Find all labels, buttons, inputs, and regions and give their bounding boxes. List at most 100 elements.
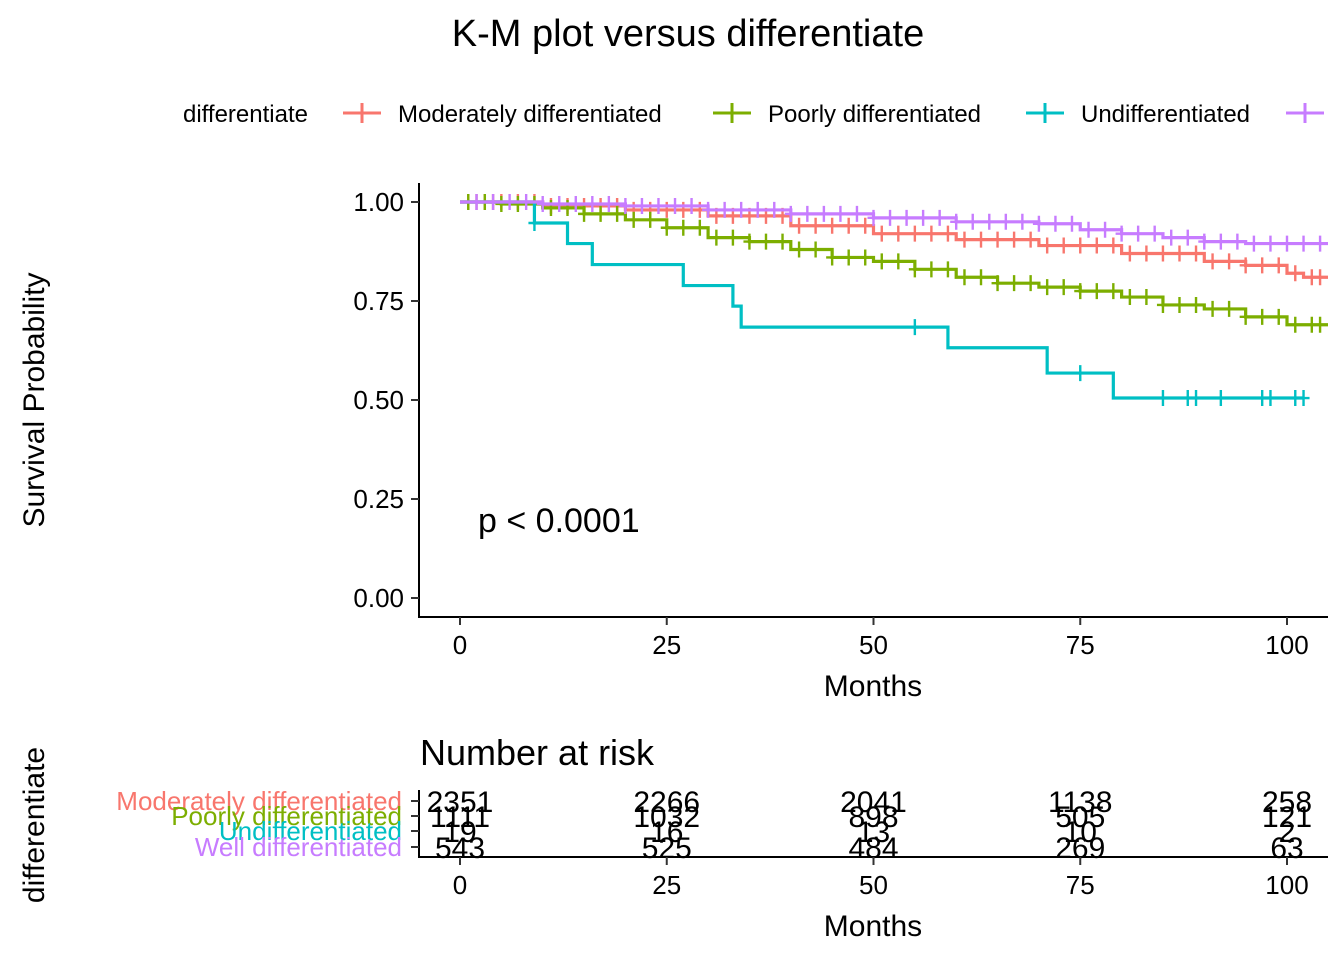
censor-mark [751, 201, 764, 218]
censor-mark [1165, 229, 1178, 246]
censor-mark [850, 205, 863, 222]
censor-mark [917, 209, 930, 226]
censor-mark [718, 201, 731, 218]
censor-mark [619, 197, 632, 214]
legend-key [713, 103, 751, 123]
y-tick-label: 0.25 [353, 484, 404, 514]
legend-title: differentiate [183, 101, 308, 128]
censor-mark [635, 197, 648, 214]
censor-mark [1314, 235, 1327, 252]
censor-mark [1181, 229, 1194, 246]
risk-x-axis-label: Months [824, 910, 922, 943]
y-tick-label: 0.00 [353, 583, 404, 613]
y-tick-label: 0.50 [353, 385, 404, 415]
censor-mark [1148, 225, 1161, 242]
censor-mark [1041, 279, 1054, 296]
censor-mark [487, 194, 500, 210]
censor-mark [1057, 279, 1070, 296]
legend: Moderately differentiated Poorly differen… [343, 101, 1324, 128]
censor-mark [495, 195, 508, 212]
censor-mark [1173, 245, 1186, 262]
y-tick-label: 0.75 [353, 286, 404, 316]
risk-count: 2266 [633, 786, 700, 819]
censor-mark [884, 209, 897, 226]
censor-mark [669, 197, 682, 214]
censor-mark [536, 195, 549, 212]
censor-mark [735, 201, 748, 218]
censor-mark [743, 233, 756, 250]
censor-mark [1024, 231, 1037, 248]
censor-mark [859, 217, 872, 234]
risk-x-tick-label: 50 [859, 870, 888, 900]
censor-mark [1206, 300, 1219, 317]
censor-mark [925, 261, 938, 278]
censor-mark [875, 253, 888, 270]
censor-mark [1008, 275, 1021, 292]
censor-mark [1123, 245, 1136, 262]
censor-mark [561, 199, 574, 216]
censor-mark [975, 231, 988, 248]
x-tick-label: 100 [1265, 630, 1308, 660]
censor-mark [809, 217, 822, 234]
risk-count: 258 [1262, 786, 1312, 819]
censor-mark [1016, 213, 1029, 230]
censor-mark [1223, 253, 1236, 270]
censor-mark [1272, 257, 1285, 274]
censor-mark [1082, 221, 1095, 238]
risk-x-tick-label: 25 [652, 870, 681, 900]
x-tick-label: 50 [859, 630, 888, 660]
censor-mark [1024, 275, 1037, 292]
censor-mark [1231, 233, 1244, 250]
risk-table-title: Number at risk [420, 732, 655, 773]
censor-mark [644, 211, 657, 228]
censor-mark [503, 194, 516, 210]
censor-mark [1041, 237, 1054, 254]
risk-row-label: Moderately differentiated [116, 786, 402, 816]
censor-mark [1032, 215, 1045, 232]
p-value-annotation: p < 0.0001 [478, 502, 640, 540]
risk-count: 898 [848, 801, 898, 834]
risk-x-tick-label: 75 [1066, 870, 1095, 900]
censor-mark [834, 205, 847, 222]
y-axis-label: Survival Probability [18, 272, 51, 527]
x-axis-label: Months [824, 670, 922, 703]
censor-mark [1140, 245, 1153, 262]
censor-mark [1099, 221, 1112, 238]
censor-mark [826, 217, 839, 234]
censor-mark [1214, 233, 1227, 250]
censor-mark [1074, 237, 1087, 254]
censor-mark [817, 205, 830, 222]
survival-curve [460, 200, 1328, 246]
censor-mark [966, 213, 979, 230]
survival-plot: 0.00 0.25 0.50 0.75 1.00 0 25 50 75 100 [353, 183, 1328, 660]
censor-mark [1008, 231, 1021, 248]
chart-title: K-M plot versus differentiate [452, 13, 924, 55]
censor-mark [892, 253, 905, 270]
censor-mark [470, 194, 483, 210]
x-tick-label: 25 [652, 630, 681, 660]
risk-x-tick-label: 0 [453, 870, 467, 900]
censor-mark [793, 217, 806, 234]
legend-label: Poorly differentiated [768, 101, 981, 128]
censor-mark [1123, 289, 1136, 306]
legend-key [1286, 103, 1324, 123]
risk-table: Moderately differentiated 2351 2266 2041 113… [116, 786, 1328, 900]
censor-mark [999, 213, 1012, 230]
censor-mark [867, 209, 880, 226]
legend-key [343, 103, 381, 123]
censor-mark [842, 249, 855, 266]
censor-mark [627, 211, 640, 228]
censor-mark [809, 241, 822, 258]
censor-mark [1190, 296, 1203, 313]
censor-mark [660, 219, 673, 236]
censor-mark [726, 229, 739, 246]
censor-mark [611, 205, 624, 222]
censor-mark [1107, 283, 1120, 300]
risk-count: 13 [857, 816, 890, 849]
censor-mark [677, 201, 690, 218]
legend-key [1026, 103, 1064, 123]
censor-mark [1289, 265, 1302, 282]
censor-mark [1090, 237, 1103, 254]
risk-count: 2351 [427, 786, 494, 819]
